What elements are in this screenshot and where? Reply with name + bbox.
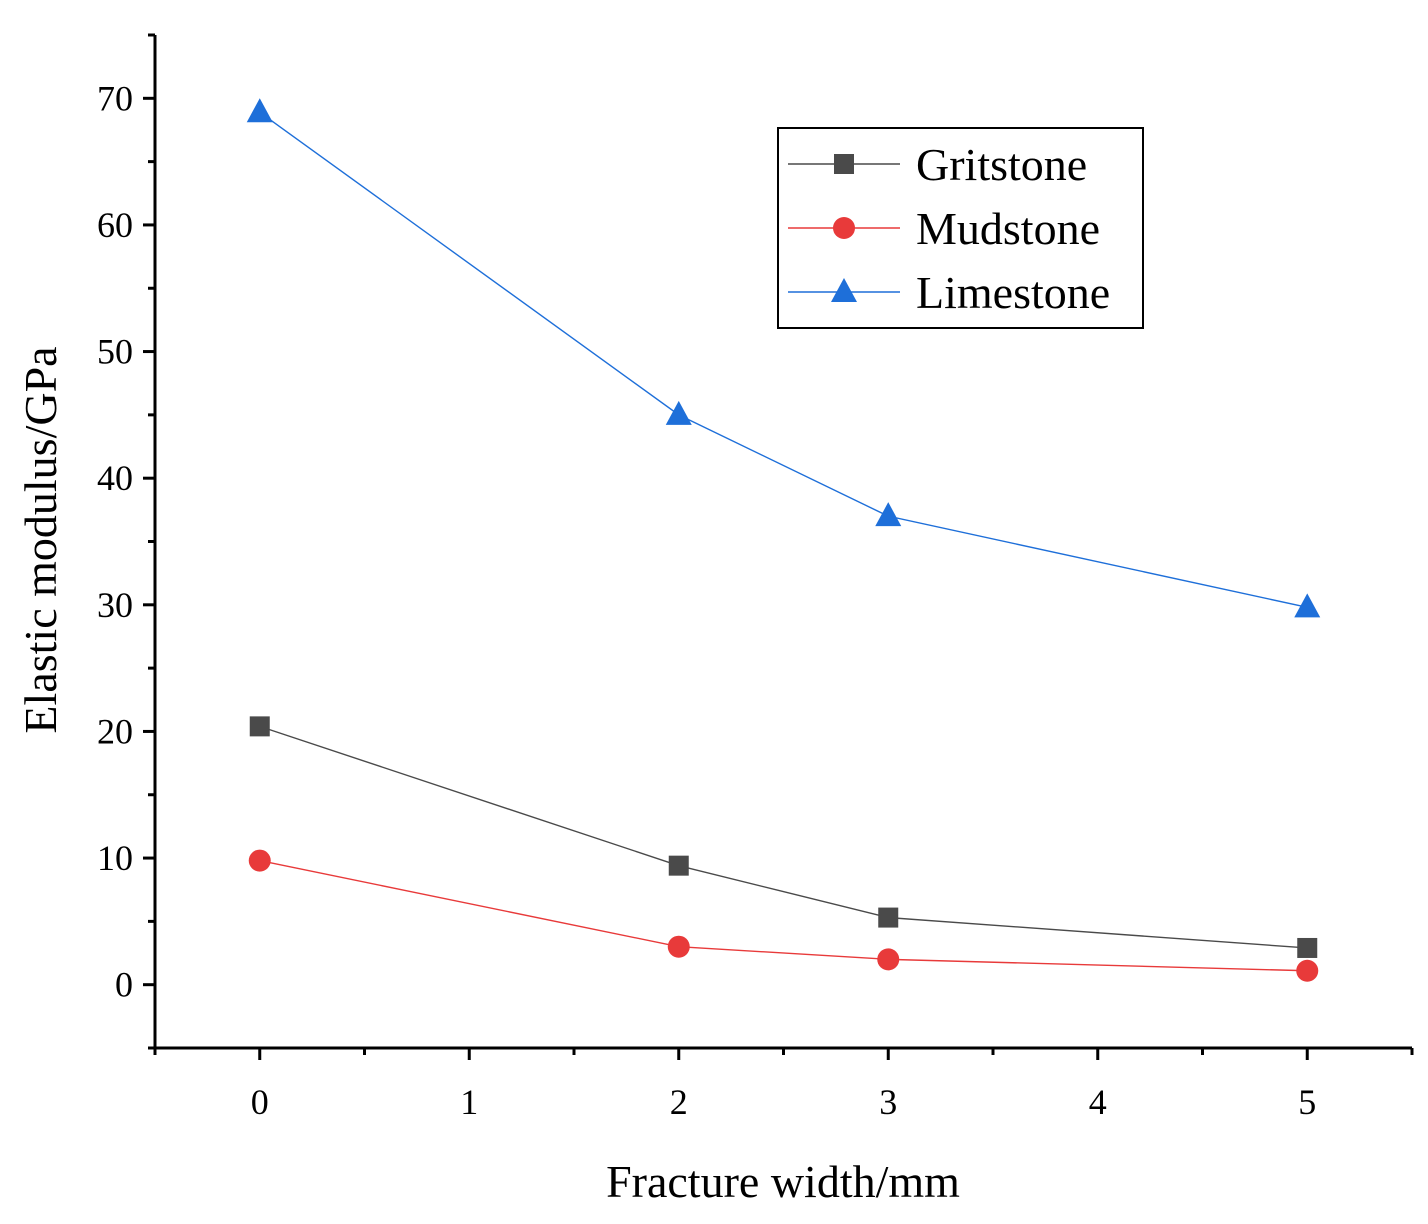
data-point-mudstone — [1296, 959, 1319, 982]
series-line-gritstone — [259, 725, 1308, 949]
y-tick-label: 60 — [97, 205, 133, 245]
series-line-limestone — [259, 111, 1308, 609]
x-tick-label: 3 — [879, 1082, 897, 1122]
legend-label-mudstone: Mudstone — [916, 203, 1100, 254]
data-point-gritstone — [878, 907, 899, 928]
data-point-limestone — [246, 98, 273, 123]
series-line-mudstone — [259, 859, 1308, 972]
y-tick-label: 0 — [115, 965, 133, 1005]
legend-marker-limestone — [831, 278, 857, 302]
x-tick-label: 0 — [251, 1082, 269, 1122]
y-tick-label: 40 — [97, 458, 133, 498]
y-axis-title: Elastic modulus/GPa — [15, 346, 66, 733]
data-point-gritstone — [1297, 937, 1318, 958]
x-tick-label: 1 — [460, 1082, 478, 1122]
legend-label-gritstone: Gritstone — [916, 139, 1087, 190]
y-tick-label: 70 — [97, 78, 133, 118]
x-tick-label: 4 — [1089, 1082, 1107, 1122]
legend-marker-gritstone — [834, 154, 854, 174]
series-gritstone — [249, 716, 1318, 958]
legend-label-limestone: Limestone — [916, 267, 1110, 318]
legend: Gritstone Mudstone Limestone — [777, 127, 1144, 329]
y-tick-label: 30 — [97, 585, 133, 625]
series-limestone — [246, 98, 1321, 618]
y-tick-label: 10 — [97, 838, 133, 878]
legend-marker-mudstone — [833, 217, 855, 239]
data-point-mudstone — [248, 849, 271, 872]
data-point-mudstone — [667, 935, 690, 958]
series-layer — [246, 98, 1321, 982]
y-tick-label: 50 — [97, 332, 133, 372]
data-point-gritstone — [249, 716, 270, 737]
data-point-limestone — [665, 400, 692, 425]
data-point-limestone — [875, 502, 902, 527]
axes: 0 10 20 30 40 50 60 70 0 1 2 3 4 5 — [97, 33, 1414, 1122]
x-tick-label: 5 — [1298, 1082, 1316, 1122]
x-axis-title: Fracture width/mm — [606, 1156, 960, 1207]
data-point-limestone — [1294, 593, 1321, 618]
y-tick-label: 20 — [97, 711, 133, 751]
data-point-mudstone — [877, 948, 900, 971]
series-mudstone — [248, 849, 1319, 982]
data-point-gritstone — [668, 855, 689, 876]
x-tick-label: 2 — [670, 1082, 688, 1122]
